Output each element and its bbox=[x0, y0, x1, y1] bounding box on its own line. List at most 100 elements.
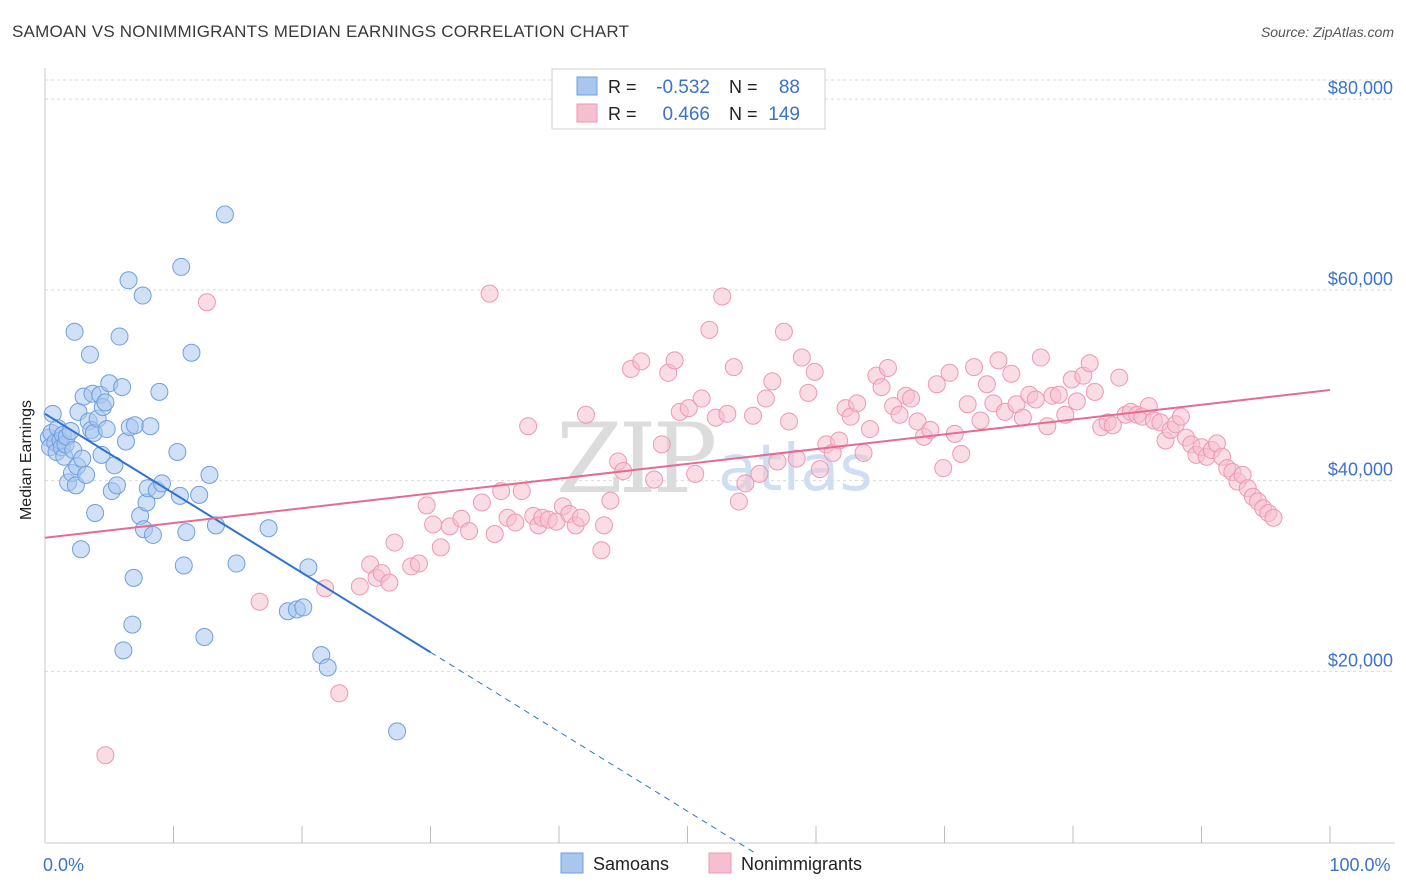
data-point bbox=[485, 524, 504, 543]
data-point bbox=[805, 362, 824, 381]
data-point bbox=[424, 515, 443, 534]
data-point bbox=[200, 465, 219, 484]
data-point bbox=[878, 359, 897, 378]
data-point bbox=[729, 492, 748, 511]
data-point bbox=[174, 556, 193, 575]
trend-lines bbox=[44, 388, 1331, 856]
data-point bbox=[197, 293, 216, 312]
data-point bbox=[774, 322, 793, 341]
data-point bbox=[1080, 354, 1099, 373]
data-point bbox=[330, 684, 349, 703]
data-point bbox=[902, 389, 921, 408]
samoans-trend-extension bbox=[430, 651, 759, 856]
nonimmigrants-r-label: R = bbox=[608, 104, 637, 124]
data-point bbox=[645, 470, 664, 489]
data-point bbox=[1026, 390, 1045, 409]
data-point bbox=[594, 516, 613, 535]
data-point bbox=[890, 405, 909, 424]
data-point bbox=[250, 592, 269, 611]
samoans-n-value: 88 bbox=[779, 77, 800, 98]
data-point bbox=[259, 519, 278, 538]
nonimmigrants-points bbox=[96, 284, 1283, 765]
data-point bbox=[77, 465, 96, 484]
data-point bbox=[107, 476, 126, 495]
data-point bbox=[350, 577, 369, 596]
data-point bbox=[460, 522, 479, 541]
data-point bbox=[1171, 407, 1190, 426]
data-point bbox=[190, 485, 209, 504]
data-point bbox=[113, 378, 132, 397]
data-point bbox=[1264, 508, 1283, 527]
data-point bbox=[601, 491, 620, 510]
data-point bbox=[744, 406, 763, 425]
data-point bbox=[908, 412, 927, 431]
samoans-n-label: N = bbox=[729, 77, 758, 97]
nonimmigrants-trend-line bbox=[44, 388, 1331, 539]
data-point bbox=[1013, 408, 1032, 427]
data-point bbox=[686, 464, 705, 483]
x-tick-labels: 0.0% 100.0% bbox=[43, 855, 1391, 875]
data-point bbox=[750, 464, 769, 483]
data-point bbox=[665, 351, 684, 370]
data-point bbox=[971, 411, 990, 430]
data-point bbox=[110, 327, 129, 346]
data-point bbox=[854, 443, 873, 462]
data-point bbox=[119, 271, 138, 290]
data-point bbox=[768, 452, 787, 471]
data-point bbox=[318, 658, 337, 677]
nonimmigrants-r-value: 0.466 bbox=[662, 104, 710, 125]
data-point bbox=[965, 358, 984, 377]
data-point bbox=[168, 442, 187, 461]
chart-title: SAMOAN VS NONIMMIGRANTS MEDIAN EARNINGS … bbox=[12, 22, 630, 41]
legend-nonimmigrants-label: Nonimmigrants bbox=[741, 854, 862, 874]
data-point bbox=[123, 615, 142, 634]
data-point bbox=[1110, 368, 1129, 387]
data-point bbox=[921, 421, 940, 440]
data-point bbox=[952, 444, 971, 463]
data-point bbox=[632, 352, 651, 371]
data-point bbox=[150, 382, 169, 401]
data-point bbox=[409, 554, 428, 573]
data-point bbox=[592, 541, 611, 560]
stats-legend: R = -0.532 N = 88 R = 0.466 N = 149 bbox=[551, 68, 826, 130]
data-point bbox=[172, 257, 191, 276]
data-point bbox=[182, 343, 201, 362]
data-point bbox=[780, 412, 799, 431]
axes bbox=[44, 68, 1395, 844]
data-point bbox=[1002, 364, 1021, 383]
samoans-r-label: R = bbox=[608, 77, 637, 97]
nonimmigrants-n-value: 149 bbox=[768, 104, 800, 125]
data-point bbox=[799, 383, 818, 402]
data-point bbox=[195, 627, 214, 646]
data-point bbox=[65, 322, 84, 341]
grid-lines bbox=[45, 79, 1395, 672]
y-tick-label: $80,000 bbox=[1328, 78, 1393, 98]
x-tick-label: 0.0% bbox=[43, 855, 84, 875]
data-point bbox=[756, 389, 775, 408]
y-tick-label: $60,000 bbox=[1328, 269, 1393, 289]
data-point bbox=[480, 284, 499, 303]
data-point bbox=[380, 573, 399, 592]
data-point bbox=[492, 482, 511, 501]
data-point bbox=[431, 538, 450, 557]
data-point bbox=[506, 513, 525, 532]
data-point bbox=[1031, 348, 1050, 367]
data-point bbox=[934, 459, 953, 478]
data-point bbox=[940, 363, 959, 382]
y-tick-label: $20,000 bbox=[1328, 650, 1393, 670]
data-point bbox=[830, 431, 849, 450]
data-point bbox=[718, 404, 737, 423]
data-point bbox=[763, 372, 782, 391]
data-point bbox=[927, 375, 946, 394]
data-point bbox=[848, 394, 867, 413]
data-point bbox=[810, 460, 829, 479]
data-point bbox=[860, 420, 879, 439]
legend-samoans-label: Samoans bbox=[593, 854, 669, 874]
data-point bbox=[125, 416, 144, 435]
data-point bbox=[679, 399, 698, 418]
data-point bbox=[724, 358, 743, 377]
data-point bbox=[1103, 416, 1122, 435]
legend-nonimmigrants-swatch bbox=[708, 852, 732, 874]
data-point bbox=[977, 375, 996, 394]
